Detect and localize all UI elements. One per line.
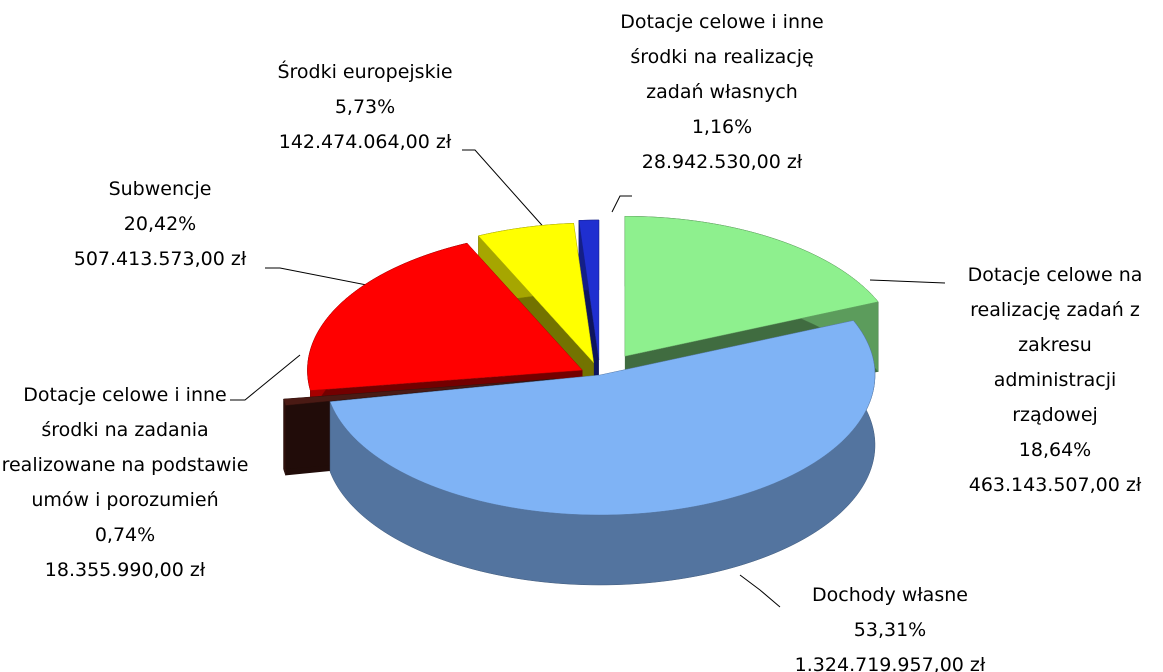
slice-name: Dotacje celowe na realizację zadań z zak… [967, 264, 1143, 426]
slice-name: Dotacje celowe i inne środki na realizac… [620, 11, 824, 103]
leader-line [462, 149, 549, 233]
slice-percent: 5,73% [334, 96, 396, 118]
data-label: Dotacje celowe i inne środki na realizac… [617, 5, 827, 180]
leader-line [265, 267, 393, 291]
slice-side [283, 398, 286, 476]
slice-amount: 1.324.719.957,00 zł [794, 654, 986, 672]
slice-name: Dochody własne [812, 584, 968, 606]
leader-lines [230, 149, 946, 608]
slice-percent: 53,31% [853, 619, 927, 641]
slice-percent: 20,42% [123, 213, 197, 235]
slice-amount: 507.413.573,00 zł [73, 248, 247, 270]
slice-top [578, 219, 600, 361]
slice-percent: 0,74% [94, 524, 156, 546]
slice-amount: 463.143.507,00 zł [968, 474, 1142, 496]
data-label: Środki europejskie 5,73% 142.474.064,00 zł [245, 55, 485, 160]
slice-amount: 28.942.530,00 zł [641, 151, 803, 173]
data-label: Subwencje 20,42% 507.413.573,00 zł [50, 172, 270, 277]
slice-percent: 1,16% [691, 116, 753, 138]
slice-name: Środki europejskie [277, 61, 453, 83]
leader-line [230, 354, 301, 401]
slice-top [283, 378, 556, 406]
slice-top [329, 320, 876, 516]
slice-amount: 18.355.990,00 zł [44, 559, 206, 581]
data-label: Dotacje celowe i inne środki na zadania … [0, 378, 255, 588]
pie-slice [329, 319, 876, 586]
slice-name: Dotacje celowe i inne środki na zadania … [1, 384, 249, 511]
slice-name: Subwencje [108, 178, 212, 200]
slice-percent: 18,64% [1018, 439, 1092, 461]
data-label: Dochody własne 53,31% 1.324.719.957,00 zł [760, 578, 1020, 672]
leader-line [739, 574, 781, 608]
data-label: Dotacje celowe na realizację zadań z zak… [955, 258, 1155, 503]
slice-top [477, 223, 595, 364]
slice-top [307, 242, 583, 391]
slice-top [624, 215, 879, 357]
slice-amount: 142.474.064,00 zł [278, 131, 452, 153]
leader-line [869, 279, 946, 284]
leader-line [611, 195, 632, 213]
